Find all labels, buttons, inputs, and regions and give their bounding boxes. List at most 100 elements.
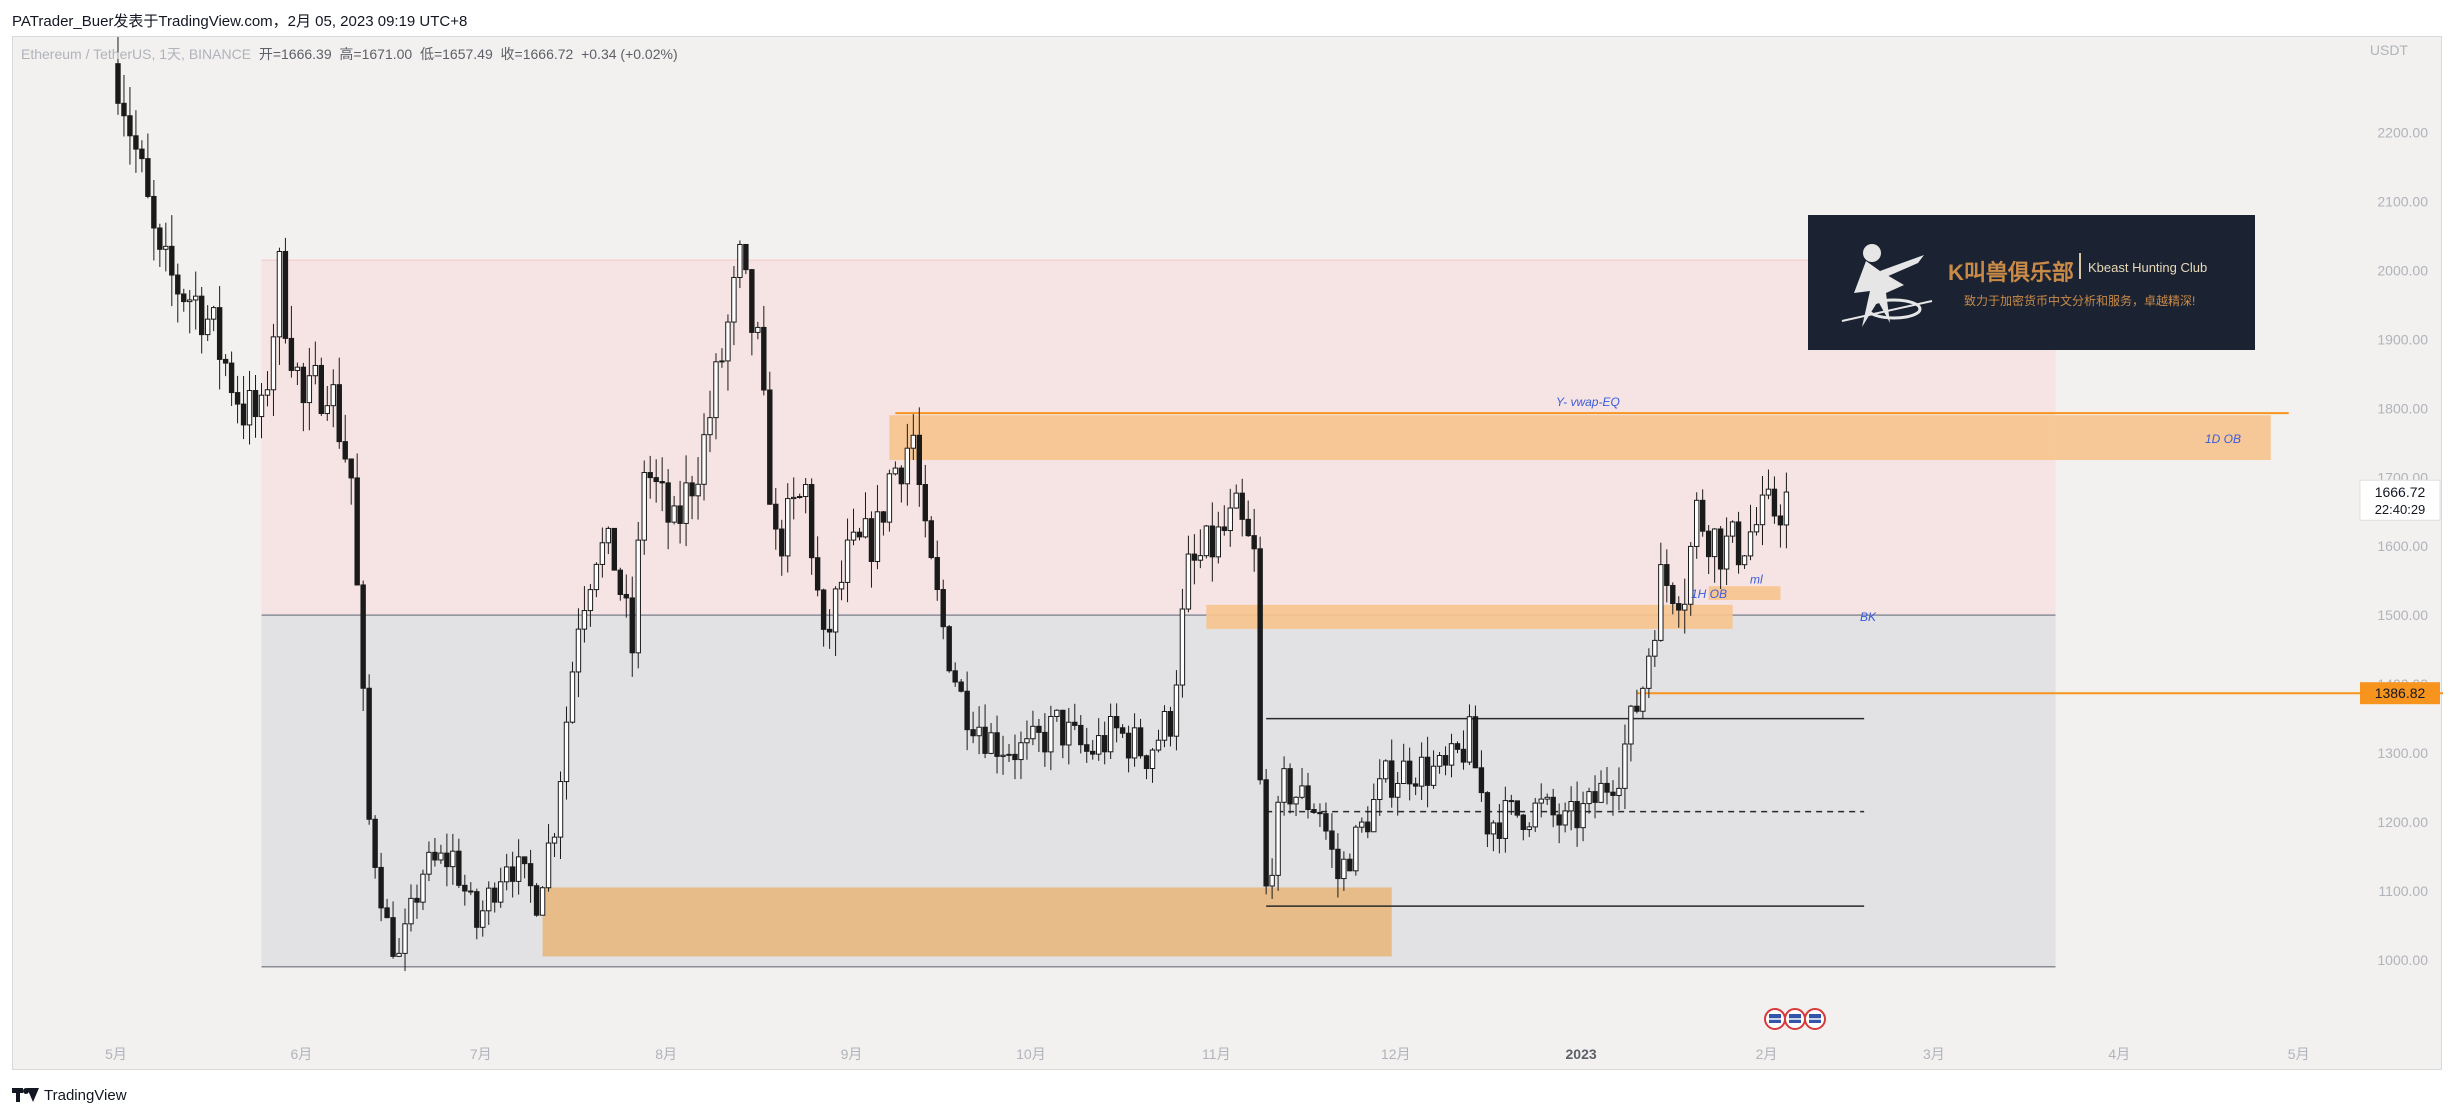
legend-high: 高=1671.00 (332, 46, 413, 62)
candle-down (288, 337, 295, 371)
candle-down (139, 148, 145, 160)
candle-up (1741, 555, 1748, 566)
candle-up (1000, 754, 1006, 757)
candle-up (1759, 494, 1766, 526)
candle-up (1622, 743, 1628, 789)
candle-up (1149, 749, 1156, 770)
candle-down (1406, 760, 1413, 785)
chart-panel[interactable]: 1000.001100.001200.001300.001400.001500.… (12, 36, 2443, 1071)
candle-up (641, 472, 647, 541)
candle-up (276, 250, 283, 338)
candle-up (1377, 778, 1383, 800)
candle-down (474, 891, 480, 928)
time-tick-label: 6月 (290, 1046, 312, 1062)
candle-up (1646, 655, 1652, 689)
candle-down (964, 690, 970, 731)
candle-up (581, 610, 588, 630)
candle-down (1676, 603, 1682, 611)
time-tick-label: 3月 (1923, 1046, 1945, 1062)
event-flag-icon[interactable] (1784, 1008, 1806, 1030)
publish-line: PATrader_Buer发表于TradingView.com，2月 05, 2… (12, 13, 468, 30)
candle-down (133, 135, 139, 150)
candle-up (1783, 491, 1790, 526)
candle-down (240, 403, 247, 426)
candle-down (1705, 530, 1712, 558)
candle-down (456, 850, 462, 886)
candle-down (1335, 848, 1341, 880)
candle-up (1215, 526, 1221, 558)
price-chart[interactable]: 1000.001100.001200.001300.001400.001500.… (13, 37, 2443, 1071)
candle-up (1341, 858, 1347, 880)
candle-down (826, 628, 833, 633)
candle-up (450, 850, 456, 868)
candle-up (1765, 488, 1772, 496)
candle-down (354, 477, 360, 586)
time-tick-label: 2月 (1756, 1046, 1778, 1062)
time-tick-label: 2023 (1566, 1046, 1597, 1062)
candle-up (1400, 760, 1407, 785)
candle-up (886, 473, 893, 523)
orderblock-1d-ob (889, 415, 2271, 461)
candle-up (892, 467, 899, 475)
candle-down (1060, 709, 1066, 746)
candle-down (779, 528, 785, 557)
candle-down (982, 726, 988, 754)
candle-down (898, 467, 905, 485)
candle-up (1281, 768, 1287, 803)
candle-up (1173, 684, 1180, 737)
candle-down (360, 584, 366, 689)
candle-up (725, 321, 731, 362)
candle-down (1735, 521, 1742, 566)
footer-brand[interactable]: TradingView (12, 1084, 127, 1106)
candle-up (396, 952, 402, 957)
candle-up (1532, 802, 1538, 828)
candle-down (928, 520, 934, 559)
candle-up (1131, 727, 1138, 759)
line-price-box (2360, 682, 2440, 705)
candle-up (426, 851, 432, 875)
candle-down (175, 274, 181, 295)
candle-up (294, 366, 301, 371)
candle-up (1197, 555, 1204, 561)
candle-down (647, 472, 653, 479)
candle-up (713, 361, 719, 419)
candle-down (181, 293, 187, 303)
banner-description: 致力于加密货币中文分析和服务，卓越精深! (1964, 294, 2196, 308)
orderblock-bk (1206, 604, 1733, 629)
candle-down (677, 505, 683, 524)
candle-up (988, 732, 994, 754)
candle-down (390, 917, 396, 957)
candle-up (850, 531, 857, 541)
price-tick-label: 1000.00 (2377, 952, 2428, 968)
candle-down (1305, 785, 1311, 811)
candle-up (1538, 798, 1544, 804)
candle-down (216, 307, 223, 360)
candle-up (802, 484, 809, 498)
event-flag-icon[interactable] (1764, 1008, 1786, 1030)
candle-up (1586, 791, 1592, 805)
candle-up (1694, 499, 1700, 547)
candle-up (1753, 524, 1760, 533)
candle-down (1263, 779, 1269, 887)
candle-down (533, 885, 540, 916)
candle-down (1191, 553, 1198, 561)
candle-down (1478, 767, 1485, 794)
candle-up (874, 511, 881, 562)
candle-up (1299, 785, 1305, 798)
candle-up (1723, 535, 1730, 570)
candle-up (755, 326, 761, 333)
candle-up (539, 887, 546, 916)
candle-down (1670, 584, 1676, 605)
event-flag-icon[interactable] (1804, 1008, 1826, 1030)
candle-up (844, 539, 851, 583)
hunter-logo-icon (1841, 244, 1933, 327)
orderblock-low (542, 887, 1392, 957)
candle-up (1179, 608, 1186, 686)
candle-up (270, 336, 277, 391)
candle-down (1574, 801, 1580, 829)
candle-down (1078, 724, 1084, 746)
candle-up (563, 721, 570, 783)
candle-down (282, 250, 289, 339)
candle-up (1048, 715, 1054, 753)
candle-up (1359, 821, 1365, 828)
